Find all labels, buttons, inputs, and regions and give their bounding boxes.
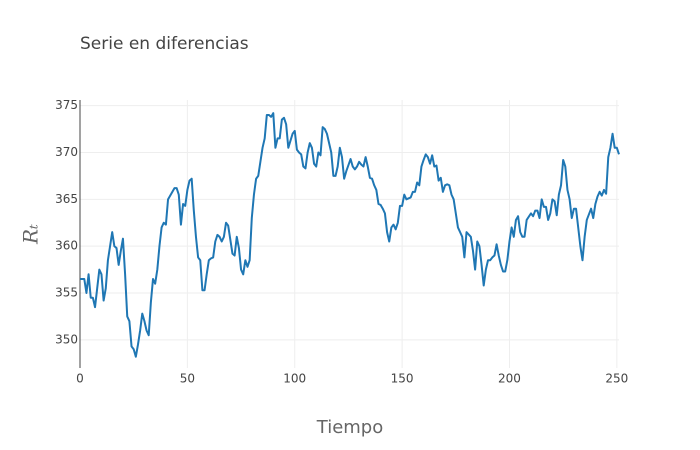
y-axis-label: Rₜ — [19, 224, 43, 245]
y-tick-label: 355 — [55, 286, 78, 300]
y-tick-label: 365 — [55, 192, 78, 206]
x-tick-label: 50 — [180, 372, 195, 386]
x-tick-label: 100 — [283, 372, 306, 386]
x-tick-label: 0 — [76, 372, 84, 386]
x-tick-label: 150 — [391, 372, 414, 386]
y-tick-label: 360 — [55, 239, 78, 253]
y-tick-label: 375 — [55, 98, 78, 112]
x-tick-label: 200 — [498, 372, 521, 386]
chart-title: Serie en diferencias — [80, 34, 249, 54]
data-line — [80, 112, 620, 358]
y-tick-label: 370 — [55, 145, 78, 159]
x-axis-label: Tiempo — [316, 417, 384, 438]
x-tick-label: 250 — [605, 372, 628, 386]
y-tick-label: 350 — [55, 332, 78, 346]
